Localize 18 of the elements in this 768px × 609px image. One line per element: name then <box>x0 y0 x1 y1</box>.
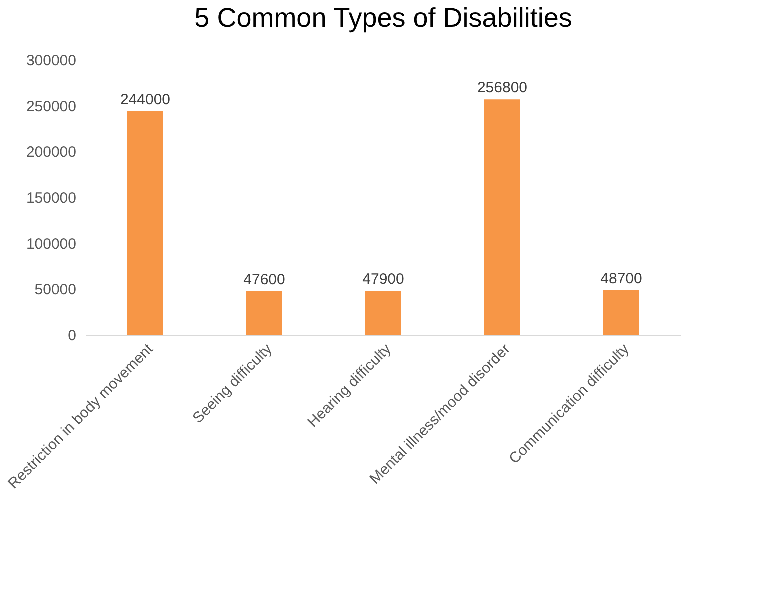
bar <box>246 291 282 335</box>
data-label: 47900 <box>362 271 404 288</box>
bar <box>484 100 520 335</box>
y-tick-label: 100000 <box>26 236 76 253</box>
y-tick-label: 0 <box>68 328 76 344</box>
data-label: 256800 <box>477 80 528 97</box>
data-label: 48700 <box>600 270 642 288</box>
y-tick-label: 250000 <box>26 98 76 116</box>
bar <box>366 291 402 335</box>
data-label: 47600 <box>244 271 286 288</box>
chart-title: 5 Common Types of Disabilities <box>194 3 572 33</box>
y-tick-label: 150000 <box>26 190 76 207</box>
data-label: 244000 <box>120 91 171 108</box>
y-tick-label: 200000 <box>26 144 76 162</box>
bar <box>128 111 164 335</box>
y-tick-label: 50000 <box>34 282 76 299</box>
y-tick-label: 300000 <box>26 52 76 70</box>
bar <box>604 290 640 335</box>
